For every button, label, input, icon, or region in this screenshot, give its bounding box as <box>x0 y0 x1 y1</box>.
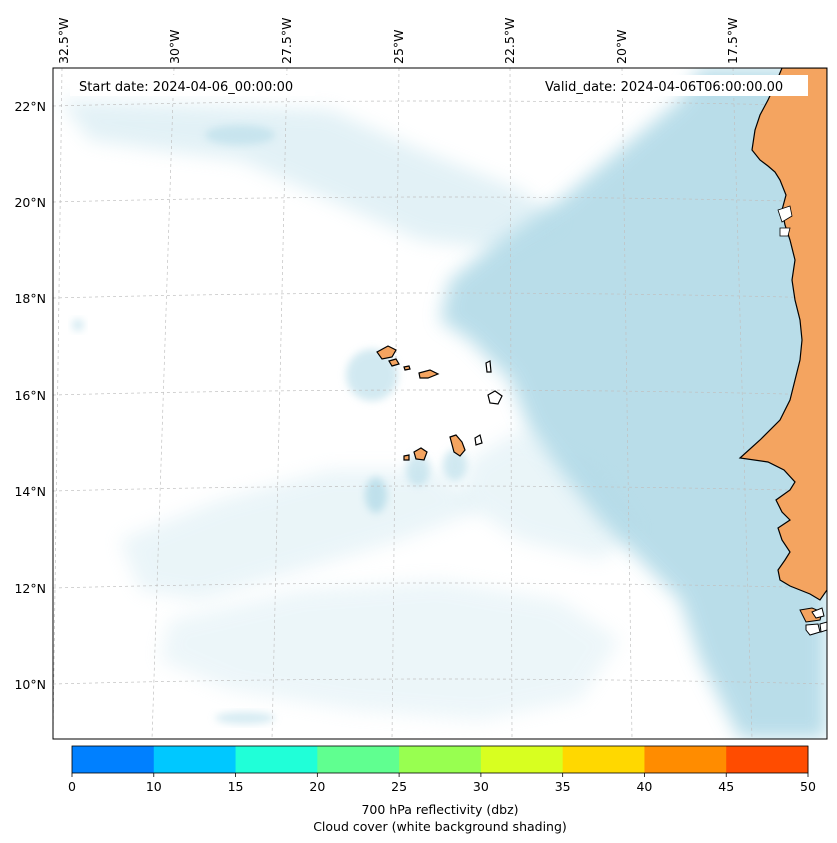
colorbar-label-line1: 700 hPa reflectivity (dbz) <box>361 802 518 817</box>
island-santiago <box>449 434 466 457</box>
map-frame <box>52 67 828 740</box>
grid-lat-12n <box>53 582 827 589</box>
colorbar-tick-label: 40 <box>636 779 652 794</box>
cloud-patch-far-sw <box>215 712 275 724</box>
grid-lat-16n <box>53 389 827 396</box>
latitude-labels: 22°N 20°N 18°N 16°N 14°N 12°N 10°N <box>14 99 46 692</box>
colorbar-segment <box>72 746 155 773</box>
island-santo-antao <box>376 345 397 360</box>
coastal-lagoon-2 <box>779 227 791 237</box>
africa-landmass <box>738 68 827 601</box>
lon-label-22-5w: 22.5°W <box>502 18 517 64</box>
grid-lon-27-5w <box>271 68 288 739</box>
cloud-patch-islands-s3 <box>443 449 467 481</box>
grid-lon-25w <box>391 68 400 739</box>
cloud-cover-shading <box>60 68 827 739</box>
lat-label-20n: 20°N <box>14 195 46 210</box>
island-sal <box>485 360 492 373</box>
island-boa-vista <box>487 390 503 405</box>
colorbar-tick-label: 30 <box>473 779 489 794</box>
island-santa-luzia <box>403 365 411 371</box>
grid-lon-32-5w <box>53 68 63 739</box>
colorbar-segment <box>317 746 400 773</box>
colorbar-tick-label: 45 <box>718 779 734 794</box>
lon-label-27-5w: 27.5°W <box>279 18 294 64</box>
colorbar-tick-label: 50 <box>800 779 816 794</box>
island-sao-nicolau <box>418 369 440 379</box>
lon-label-20w: 20°W <box>614 29 629 64</box>
longitude-labels: 32.5°W 30°W 27.5°W 25°W 22.5°W 20°W 17.5… <box>56 18 740 64</box>
cloud-patch-w <box>72 319 84 331</box>
colorbar-frame <box>71 745 809 774</box>
island-sao-vicente <box>388 358 400 367</box>
colorbar-label-line2: Cloud cover (white background shading) <box>313 819 567 834</box>
valid-date-background <box>540 75 808 96</box>
cloud-patch-islands-s2 <box>406 454 430 486</box>
colorbar: 0 10 15 20 25 30 35 40 45 50 700 hPa reflectivity… <box>68 745 816 834</box>
colorbar-tick-label: 10 <box>146 779 162 794</box>
colorbar-tick-label: 20 <box>309 779 325 794</box>
island-fogo <box>413 447 428 461</box>
lat-label-18n: 18°N <box>14 291 46 306</box>
island-maio <box>474 434 483 446</box>
bijagos-island-1 <box>805 623 821 636</box>
grid-lon-22-5w <box>509 68 513 739</box>
bijagos-island-3 <box>819 621 827 633</box>
colorbar-ticks: 0 10 15 20 25 30 35 40 45 50 <box>68 773 816 794</box>
cloud-band-central <box>460 430 640 560</box>
lat-label-12n: 12°N <box>14 581 46 596</box>
cloud-patch-islands-n <box>346 349 398 401</box>
colorbar-segments <box>72 746 809 773</box>
grid-lat-20n <box>53 196 827 203</box>
grid-lat-10n <box>53 678 827 685</box>
cloud-band-southwest <box>120 470 480 600</box>
cloud-band-north <box>60 100 560 250</box>
colorbar-segment <box>726 746 809 773</box>
island-brava <box>403 454 410 461</box>
lon-label-32-5w: 32.5°W <box>56 18 71 64</box>
colorbar-segment <box>235 746 318 773</box>
colorbar-tick-label: 35 <box>555 779 571 794</box>
grid-lon-30w <box>151 68 175 739</box>
colorbar-tick-label: 0 <box>68 779 76 794</box>
lat-label-16n: 16°N <box>14 388 46 403</box>
colorbar-segment <box>153 746 237 773</box>
lon-label-25w: 25°W <box>391 29 406 64</box>
cape-verde-islands <box>376 345 503 461</box>
colorbar-segment <box>644 746 727 773</box>
grid-lon-17-5w <box>732 68 753 739</box>
lat-label-22n: 22°N <box>14 99 46 114</box>
grid-lat-14n <box>53 485 827 492</box>
lat-label-10n: 10°N <box>14 677 46 692</box>
map-panel: Start date: 2024-04-06_00:00:00 Valid_da… <box>52 67 828 740</box>
coastal-lagoon-1 <box>777 205 793 223</box>
cloud-patch-islands-s1 <box>365 477 387 513</box>
colorbar-segment <box>480 746 564 773</box>
lon-label-30w: 30°W <box>167 29 182 64</box>
grid-lon-20w <box>621 68 633 739</box>
valid-date-label: Valid_date: 2024-04-06T06:00:00.00 <box>545 80 783 95</box>
start-date-background <box>70 75 315 96</box>
colorbar-tick-label: 25 <box>391 779 407 794</box>
graticule <box>53 68 827 739</box>
lat-label-14n: 14°N <box>14 484 46 499</box>
bijagos-island-2 <box>811 607 825 619</box>
start-date-label: Start date: 2024-04-06_00:00:00 <box>79 80 293 95</box>
colorbar-tick-label: 15 <box>228 779 244 794</box>
grid-lat-18n <box>53 292 827 299</box>
grid-lat-22n <box>53 100 827 107</box>
colorbar-segment <box>562 746 645 773</box>
cloud-mass-east <box>440 68 827 739</box>
cloud-patch-nw <box>205 125 275 145</box>
lon-label-17-5w: 17.5°W <box>725 18 740 64</box>
colorbar-segment <box>399 746 482 773</box>
